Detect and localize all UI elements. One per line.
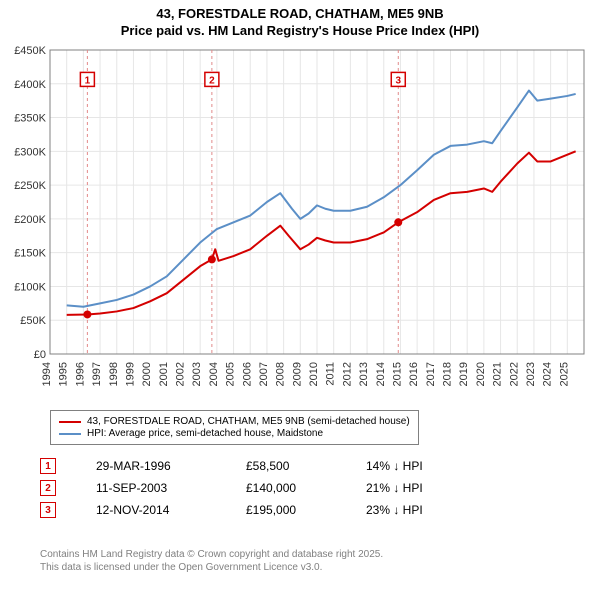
svg-text:2009: 2009 [291, 362, 303, 386]
svg-text:2007: 2007 [258, 362, 270, 386]
svg-text:£150K: £150K [14, 248, 46, 260]
svg-text:£350K: £350K [14, 113, 46, 125]
svg-text:2022: 2022 [508, 362, 520, 386]
svg-text:1996: 1996 [74, 362, 86, 386]
svg-text:£450K: £450K [14, 45, 46, 57]
svg-text:1: 1 [85, 75, 91, 86]
legend-label-property: 43, FORESTDALE ROAD, CHATHAM, ME5 9NB (s… [87, 416, 410, 427]
title-line-1: 43, FORESTDALE ROAD, CHATHAM, ME5 9NB [0, 6, 600, 23]
svg-text:2014: 2014 [375, 362, 387, 386]
title-line-2: Price paid vs. HM Land Registry's House … [0, 23, 600, 40]
svg-text:£400K: £400K [14, 79, 46, 91]
svg-text:2010: 2010 [308, 362, 320, 386]
svg-text:2011: 2011 [325, 362, 337, 386]
svg-text:2013: 2013 [358, 362, 370, 386]
svg-text:1994: 1994 [41, 362, 53, 386]
sale-marker-num-2: 2 [45, 483, 51, 494]
svg-text:2000: 2000 [141, 362, 153, 386]
sale-date-1: 29-MAR-1996 [96, 459, 206, 473]
sale-marker-2: 2 [40, 480, 56, 496]
legend-label-hpi: HPI: Average price, semi-detached house,… [87, 428, 323, 439]
svg-text:2018: 2018 [442, 362, 454, 386]
svg-text:1997: 1997 [91, 362, 103, 386]
svg-text:2008: 2008 [275, 362, 287, 386]
svg-text:2001: 2001 [158, 362, 170, 386]
sale-row-2: 2 11-SEP-2003 £140,000 21% ↓ HPI [40, 480, 456, 496]
svg-text:£100K: £100K [14, 281, 46, 293]
svg-text:£200K: £200K [14, 214, 46, 226]
sale-marker-num-3: 3 [45, 505, 51, 516]
svg-text:£50K: £50K [20, 315, 46, 327]
svg-text:2: 2 [209, 75, 215, 86]
footer-line-2: This data is licensed under the Open Gov… [40, 561, 383, 574]
sale-delta-1: 14% ↓ HPI [366, 459, 456, 473]
sale-marker-1: 1 [40, 458, 56, 474]
svg-text:2003: 2003 [191, 362, 203, 386]
svg-text:2006: 2006 [241, 362, 253, 386]
svg-text:£300K: £300K [14, 146, 46, 158]
sales-table: 1 29-MAR-1996 £58,500 14% ↓ HPI 2 11-SEP… [40, 452, 456, 524]
title-block: 43, FORESTDALE ROAD, CHATHAM, ME5 9NB Pr… [0, 0, 600, 40]
svg-text:2017: 2017 [425, 362, 437, 386]
sale-date-3: 12-NOV-2014 [96, 503, 206, 517]
svg-text:2025: 2025 [558, 362, 570, 386]
svg-text:2024: 2024 [542, 362, 554, 386]
footer-line-1: Contains HM Land Registry data © Crown c… [40, 548, 383, 561]
svg-text:1995: 1995 [58, 362, 70, 386]
legend-swatch-hpi [59, 433, 81, 435]
footer: Contains HM Land Registry data © Crown c… [40, 548, 383, 574]
sale-delta-3: 23% ↓ HPI [366, 503, 456, 517]
svg-text:1998: 1998 [108, 362, 120, 386]
svg-text:2016: 2016 [408, 362, 420, 386]
svg-text:2012: 2012 [341, 362, 353, 386]
legend-row-hpi: HPI: Average price, semi-detached house,… [59, 428, 410, 439]
sale-row-3: 3 12-NOV-2014 £195,000 23% ↓ HPI [40, 502, 456, 518]
legend: 43, FORESTDALE ROAD, CHATHAM, ME5 9NB (s… [50, 410, 419, 445]
svg-text:2019: 2019 [458, 362, 470, 386]
legend-swatch-property [59, 421, 81, 423]
svg-text:2020: 2020 [475, 362, 487, 386]
price-chart: £0 £50K £100K £150K £200K £250K £300K £350K £400… [6, 44, 594, 404]
sale-marker-3: 3 [40, 502, 56, 518]
legend-row-property: 43, FORESTDALE ROAD, CHATHAM, ME5 9NB (s… [59, 416, 410, 427]
sale-marker-num-1: 1 [45, 461, 51, 472]
svg-text:2023: 2023 [525, 362, 537, 386]
svg-text:2021: 2021 [492, 362, 504, 386]
page-container: 43, FORESTDALE ROAD, CHATHAM, ME5 9NB Pr… [0, 0, 600, 590]
sale-date-2: 11-SEP-2003 [96, 481, 206, 495]
svg-text:2015: 2015 [391, 362, 403, 386]
svg-text:3: 3 [395, 75, 401, 86]
svg-text:2002: 2002 [175, 362, 187, 386]
sale-price-2: £140,000 [246, 481, 326, 495]
svg-text:2005: 2005 [225, 362, 237, 386]
sale-row-1: 1 29-MAR-1996 £58,500 14% ↓ HPI [40, 458, 456, 474]
sale-price-3: £195,000 [246, 503, 326, 517]
svg-text:2004: 2004 [208, 362, 220, 386]
svg-text:£0: £0 [34, 349, 46, 361]
svg-text:1999: 1999 [124, 362, 136, 386]
sale-delta-2: 21% ↓ HPI [366, 481, 456, 495]
sale-price-1: £58,500 [246, 459, 326, 473]
svg-text:£250K: £250K [14, 180, 46, 192]
chart-svg: £0 £50K £100K £150K £200K £250K £300K £350K £400… [6, 44, 594, 404]
